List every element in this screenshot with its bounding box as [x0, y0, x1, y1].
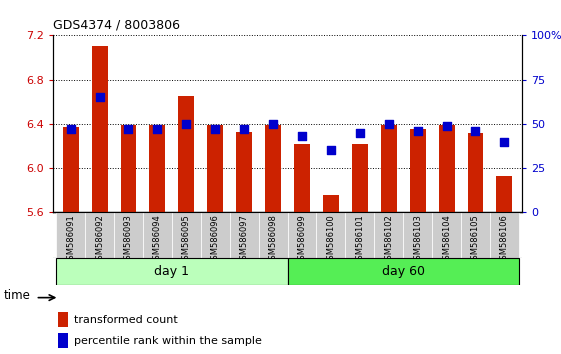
Text: GSM586103: GSM586103 — [413, 214, 422, 265]
Point — [124, 126, 133, 132]
Bar — [381, 125, 397, 212]
FancyBboxPatch shape — [374, 212, 403, 258]
FancyBboxPatch shape — [201, 212, 229, 258]
Text: GSM586098: GSM586098 — [269, 214, 278, 265]
Point — [211, 126, 220, 132]
Text: GSM586102: GSM586102 — [384, 214, 393, 264]
Bar — [352, 144, 368, 212]
Point — [66, 126, 75, 132]
FancyBboxPatch shape — [259, 212, 288, 258]
Bar — [294, 144, 310, 212]
Text: GSM586104: GSM586104 — [442, 214, 451, 264]
FancyBboxPatch shape — [346, 212, 374, 258]
Text: day 60: day 60 — [381, 265, 425, 278]
Point — [95, 95, 104, 100]
FancyBboxPatch shape — [490, 212, 519, 258]
Point — [269, 121, 278, 127]
Text: time: time — [3, 289, 30, 302]
Text: GSM586092: GSM586092 — [95, 214, 104, 264]
Bar — [236, 132, 252, 212]
Text: GSM586101: GSM586101 — [355, 214, 364, 264]
Point — [153, 126, 162, 132]
Bar — [265, 125, 281, 212]
Point — [355, 130, 364, 136]
Point — [500, 139, 509, 144]
Point — [297, 133, 306, 139]
FancyBboxPatch shape — [85, 212, 114, 258]
Bar — [207, 125, 223, 212]
Point — [384, 121, 393, 127]
Bar — [56, 258, 287, 285]
Bar — [149, 125, 165, 212]
FancyBboxPatch shape — [143, 212, 172, 258]
FancyBboxPatch shape — [461, 212, 490, 258]
Bar — [467, 133, 484, 212]
Bar — [121, 125, 136, 212]
Bar — [496, 176, 512, 212]
Bar — [439, 125, 454, 212]
Text: GSM586105: GSM586105 — [471, 214, 480, 264]
FancyBboxPatch shape — [56, 212, 85, 258]
FancyBboxPatch shape — [229, 212, 259, 258]
Bar — [58, 333, 68, 348]
Text: GDS4374 / 8003806: GDS4374 / 8003806 — [53, 19, 180, 32]
FancyBboxPatch shape — [432, 212, 461, 258]
Text: GSM586097: GSM586097 — [240, 214, 249, 265]
Text: GSM586095: GSM586095 — [182, 214, 191, 264]
Bar — [410, 130, 426, 212]
Point — [327, 148, 335, 153]
Bar — [58, 312, 68, 327]
Point — [471, 128, 480, 134]
Point — [442, 123, 451, 129]
Bar — [63, 127, 79, 212]
Text: GSM586094: GSM586094 — [153, 214, 162, 264]
Text: GSM586099: GSM586099 — [297, 214, 306, 264]
Text: transformed count: transformed count — [75, 315, 178, 325]
Text: GSM586093: GSM586093 — [124, 214, 133, 265]
Bar — [91, 46, 108, 212]
Text: percentile rank within the sample: percentile rank within the sample — [75, 336, 262, 346]
Point — [413, 128, 422, 134]
Text: GSM586100: GSM586100 — [327, 214, 335, 264]
Text: day 1: day 1 — [154, 265, 190, 278]
FancyBboxPatch shape — [403, 212, 432, 258]
FancyBboxPatch shape — [114, 212, 143, 258]
Bar — [178, 96, 194, 212]
Bar — [323, 195, 339, 212]
Text: GSM586106: GSM586106 — [500, 214, 509, 265]
FancyBboxPatch shape — [316, 212, 346, 258]
Point — [240, 126, 249, 132]
Point — [182, 121, 191, 127]
Text: GSM586096: GSM586096 — [211, 214, 220, 265]
Bar — [287, 258, 519, 285]
Text: GSM586091: GSM586091 — [66, 214, 75, 264]
FancyBboxPatch shape — [288, 212, 316, 258]
FancyBboxPatch shape — [172, 212, 201, 258]
